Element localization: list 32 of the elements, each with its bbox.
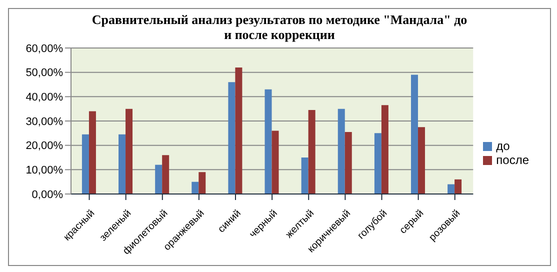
bar <box>374 133 382 194</box>
bar <box>264 89 272 194</box>
chart-title: Сравнительный анализ результатов по методике "Мандала" до и после коррекции <box>90 11 468 42</box>
bar <box>235 67 242 194</box>
bar <box>381 105 388 194</box>
bar <box>344 132 352 194</box>
bar <box>126 108 133 194</box>
bar <box>410 74 418 194</box>
bar <box>454 179 462 194</box>
bar <box>82 134 89 194</box>
bar <box>308 110 316 194</box>
y-tick-label: 50,00% <box>26 67 64 80</box>
bar <box>198 172 206 194</box>
bar <box>88 111 96 194</box>
bar <box>301 158 308 194</box>
legend-label: после <box>496 153 529 167</box>
bar <box>192 182 199 194</box>
bar <box>155 164 162 194</box>
y-tick-label: 30,00% <box>26 116 64 128</box>
bar <box>418 127 425 194</box>
legend-label: до <box>496 139 510 153</box>
bar <box>448 184 455 194</box>
bar <box>118 134 126 194</box>
bar <box>272 130 279 194</box>
bar <box>162 155 170 194</box>
y-tick-label: 60,00% <box>26 42 64 55</box>
y-tick-label: 40,00% <box>26 92 64 104</box>
y-tick-label: 10,00% <box>26 164 64 177</box>
y-tick-label: 0,00% <box>32 188 64 201</box>
bar <box>228 82 236 194</box>
bar <box>338 108 345 194</box>
y-tick-label: 20,00% <box>26 140 64 152</box>
